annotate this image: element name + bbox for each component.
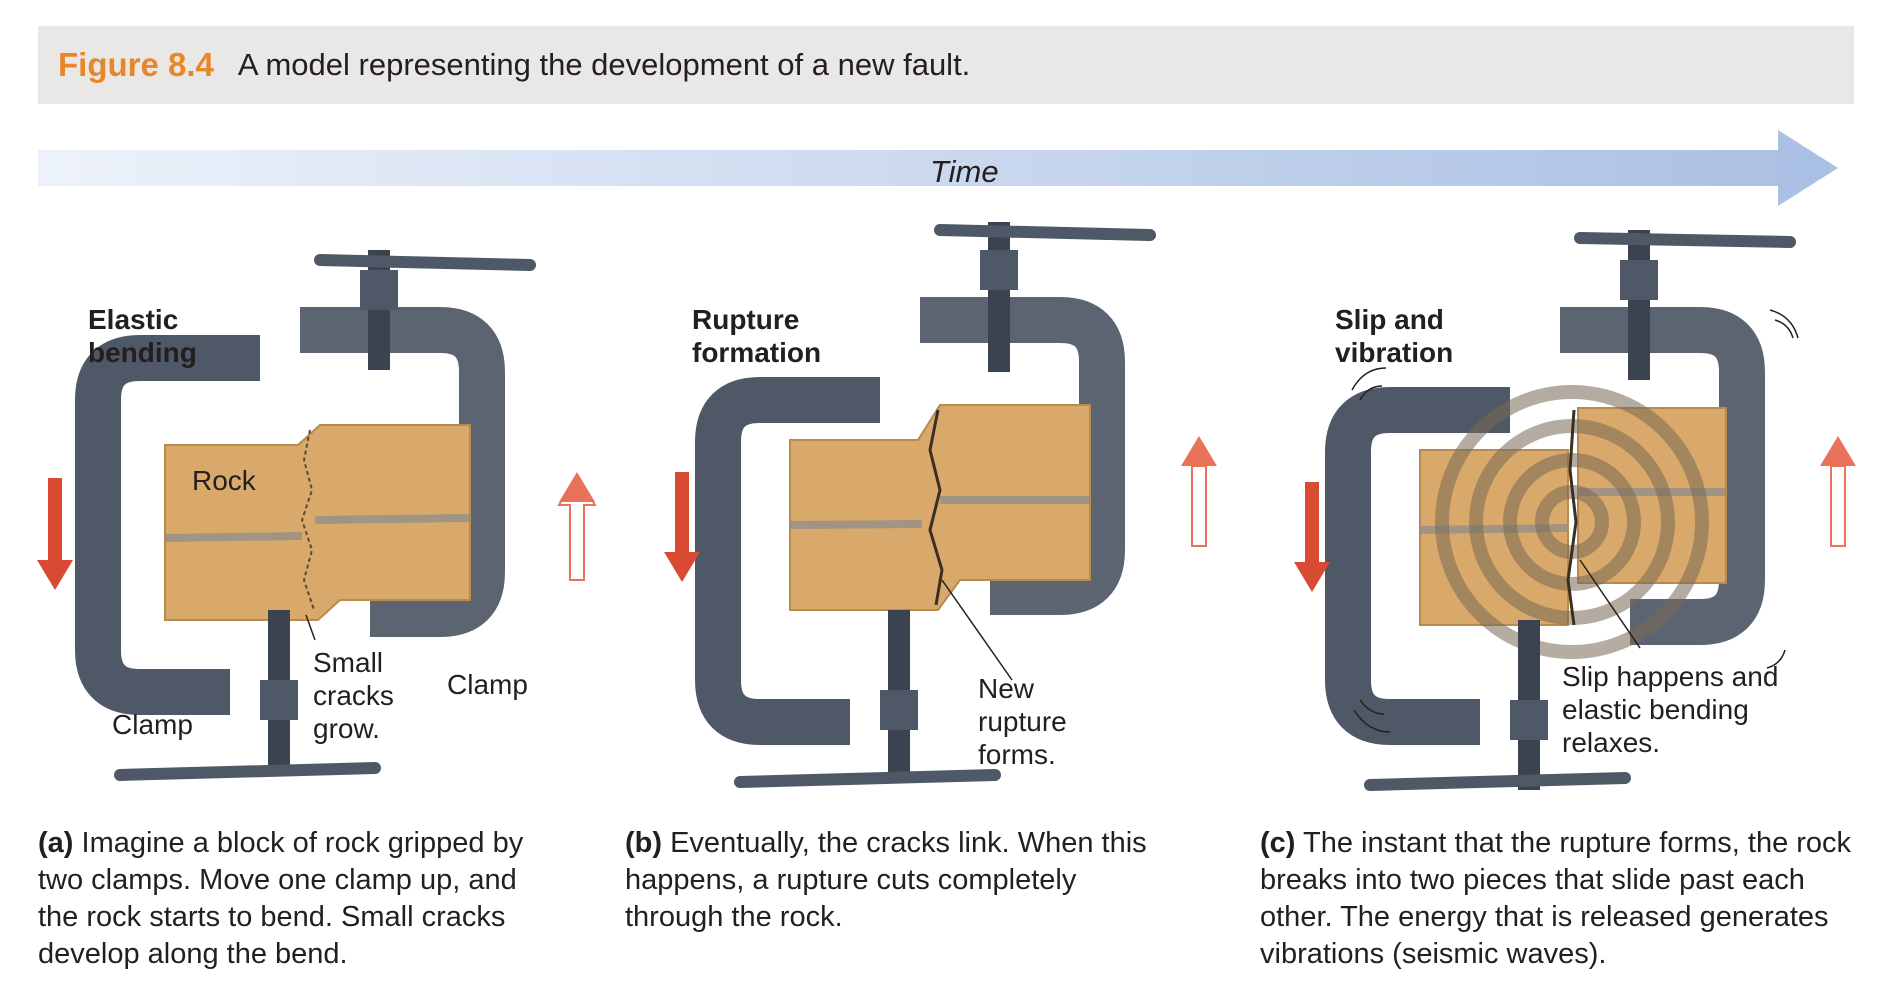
- panel-b-illustration: [664, 222, 1217, 788]
- time-label: Time: [930, 154, 999, 189]
- caption-c: (c) The instant that the rupture forms, …: [1260, 827, 1852, 970]
- rupture-line: [928, 409, 944, 606]
- right-clamp: [300, 307, 505, 637]
- small-cracks: [300, 429, 315, 611]
- caption-a: (a) Imagine a block of rock gripped by t…: [38, 827, 524, 970]
- rock-label: Rock: [192, 465, 256, 496]
- stage-title-a: Elastic bending: [88, 304, 197, 368]
- callout-c: Slip happens and elastic bending relaxes…: [1562, 661, 1779, 758]
- callout-a: Small cracks grow.: [313, 647, 394, 744]
- stage-title-c: Slip and vibration: [1335, 304, 1454, 368]
- rock-block: [789, 404, 1091, 611]
- vibration-marks: [1351, 309, 1799, 733]
- left-clamp: [1325, 387, 1510, 745]
- right-clamp: [920, 297, 1125, 615]
- panel-c-illustration: [1294, 230, 1856, 791]
- clamp-label-left: Clamp: [112, 709, 193, 740]
- left-clamp: [695, 377, 880, 745]
- stage-title-b: Rupture formation: [692, 304, 822, 368]
- right-clamp: [1560, 307, 1765, 645]
- left-clamp: [75, 335, 260, 715]
- figure-number: Figure 8.4: [58, 46, 214, 83]
- figure-title: A model representing the development of …: [237, 47, 971, 82]
- panel-a-illustration: [37, 250, 597, 781]
- callout-b: New rupture forms.: [978, 673, 1067, 770]
- fault-plane: [1566, 409, 1578, 626]
- figure-title-bar: Figure 8.4 A model representing the deve…: [38, 26, 1854, 104]
- caption-b: (b) Eventually, the cracks link. When th…: [625, 827, 1147, 933]
- clamp-label-right: Clamp: [447, 669, 528, 700]
- time-arrow: [38, 130, 1838, 206]
